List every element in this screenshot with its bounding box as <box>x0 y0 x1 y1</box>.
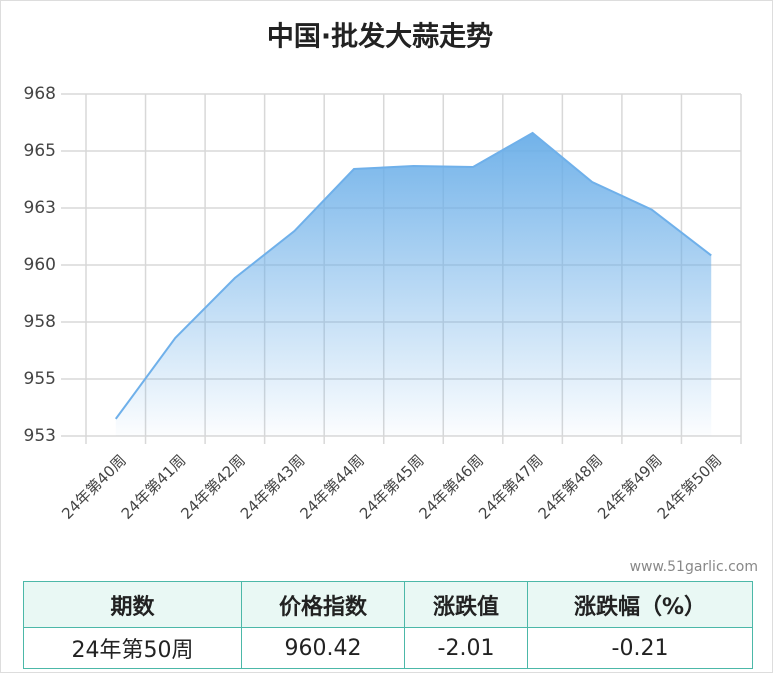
header-cell: 价格指数 <box>241 581 405 628</box>
header-cell: 涨跌值 <box>404 581 528 628</box>
y-tick-label: 955 <box>24 369 56 389</box>
cell: 24年第50周 <box>23 627 242 669</box>
y-tick-label: 963 <box>24 198 56 218</box>
y-tick-label: 960 <box>24 255 56 275</box>
y-tick-label: 953 <box>24 426 56 446</box>
area <box>115 132 712 436</box>
chart: 中国·批发大蒜走势 www.51garlic.com 953 955 958 960 9… <box>24 21 758 576</box>
chart-title: 中国·批发大蒜走势 <box>267 21 493 53</box>
header-cell: 涨跌幅（%） <box>527 581 753 628</box>
x-tick-label: 24年第50周 <box>654 451 726 523</box>
y-tick-label: 958 <box>24 312 56 332</box>
header-cell: 期数 <box>23 581 242 628</box>
cell: 960.42 <box>241 627 405 669</box>
cell: -0.21 <box>527 627 753 669</box>
cell: -2.01 <box>404 627 528 669</box>
y-tick-label: 965 <box>24 141 56 161</box>
summary-table: 期数 价格指数 涨跌值 涨跌幅（%） 24年第50周 960.42 -2.01 … <box>23 581 753 669</box>
watermark: www.51garlic.com <box>630 559 758 575</box>
line <box>114 131 712 420</box>
y-tick-label: 968 <box>24 84 56 104</box>
